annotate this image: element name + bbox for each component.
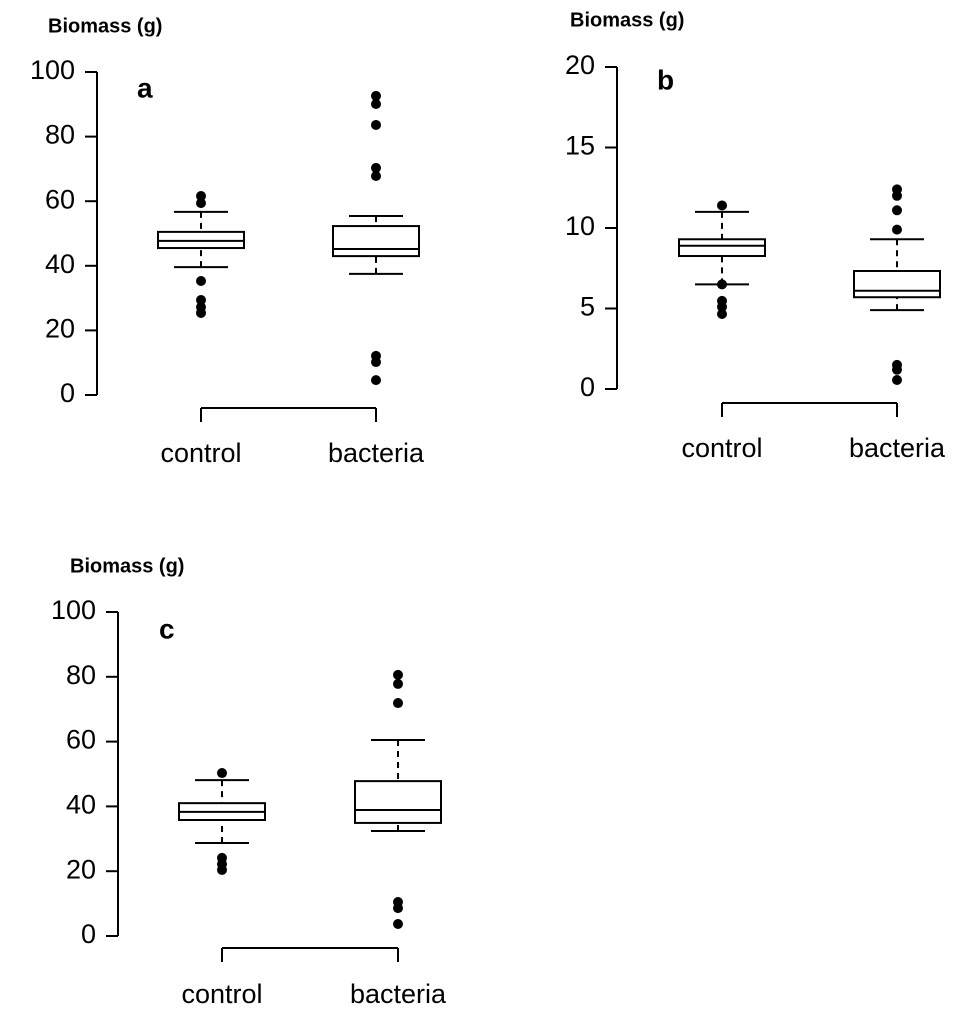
outlier xyxy=(717,308,727,319)
outlier xyxy=(393,903,403,914)
outlier xyxy=(196,295,206,306)
outlier xyxy=(371,119,381,130)
outlier xyxy=(371,90,381,101)
outlier xyxy=(717,279,727,290)
x-tick-label: bacteria xyxy=(350,979,447,1009)
outlier xyxy=(717,200,727,211)
y-tick-label: 40 xyxy=(66,790,96,820)
x-tick-label: control xyxy=(160,438,241,468)
y-tick-label: 0 xyxy=(580,372,595,402)
outlier xyxy=(217,768,227,779)
outlier xyxy=(393,698,403,709)
y-axis-label: Biomass (g) xyxy=(70,555,184,577)
y-tick-label: 60 xyxy=(45,184,75,214)
box xyxy=(332,225,420,258)
y-axis-label: Biomass (g) xyxy=(48,15,162,37)
y-tick-label: 60 xyxy=(66,725,96,755)
y-tick-label: 40 xyxy=(45,249,75,279)
y-tick-label: 5 xyxy=(580,292,595,322)
outlier xyxy=(371,98,381,109)
outlier xyxy=(371,171,381,182)
y-tick-label: 80 xyxy=(66,660,96,690)
x-tick-label: control xyxy=(181,979,262,1009)
outlier xyxy=(717,301,727,312)
y-tick-label: 20 xyxy=(45,314,75,344)
y-tick-label: 80 xyxy=(45,120,75,150)
outlier xyxy=(196,275,206,286)
box xyxy=(853,269,941,299)
outlier xyxy=(371,375,381,386)
x-tick-label: bacteria xyxy=(328,438,425,468)
outlier xyxy=(892,374,902,385)
y-tick-label: 10 xyxy=(565,211,595,241)
panel-label: c xyxy=(159,613,175,644)
x-tick-label: bacteria xyxy=(849,433,946,463)
outlier xyxy=(196,307,206,318)
outlier xyxy=(393,678,403,689)
box xyxy=(678,238,766,258)
outlier xyxy=(196,198,206,209)
y-tick-label: 0 xyxy=(60,378,75,408)
y-tick-label: 20 xyxy=(66,854,96,884)
outlier xyxy=(371,357,381,368)
outlier xyxy=(892,364,902,375)
panel-label: b xyxy=(657,64,674,95)
y-tick-label: 100 xyxy=(30,55,75,85)
y-tick-label: 0 xyxy=(81,919,96,949)
outlier xyxy=(393,919,403,930)
outlier xyxy=(371,162,381,173)
panel-label: a xyxy=(137,72,153,103)
outlier xyxy=(393,669,403,680)
y-axis-label: Biomass (g) xyxy=(570,9,684,31)
y-tick-label: 15 xyxy=(565,131,595,161)
y-tick-label: 100 xyxy=(51,595,96,625)
outlier xyxy=(217,864,227,875)
y-tick-label: 20 xyxy=(565,50,595,80)
outlier xyxy=(892,190,902,201)
x-tick-label: control xyxy=(681,433,762,463)
box xyxy=(354,780,442,824)
outlier xyxy=(892,205,902,216)
outlier xyxy=(196,191,206,202)
outlier xyxy=(892,224,902,235)
